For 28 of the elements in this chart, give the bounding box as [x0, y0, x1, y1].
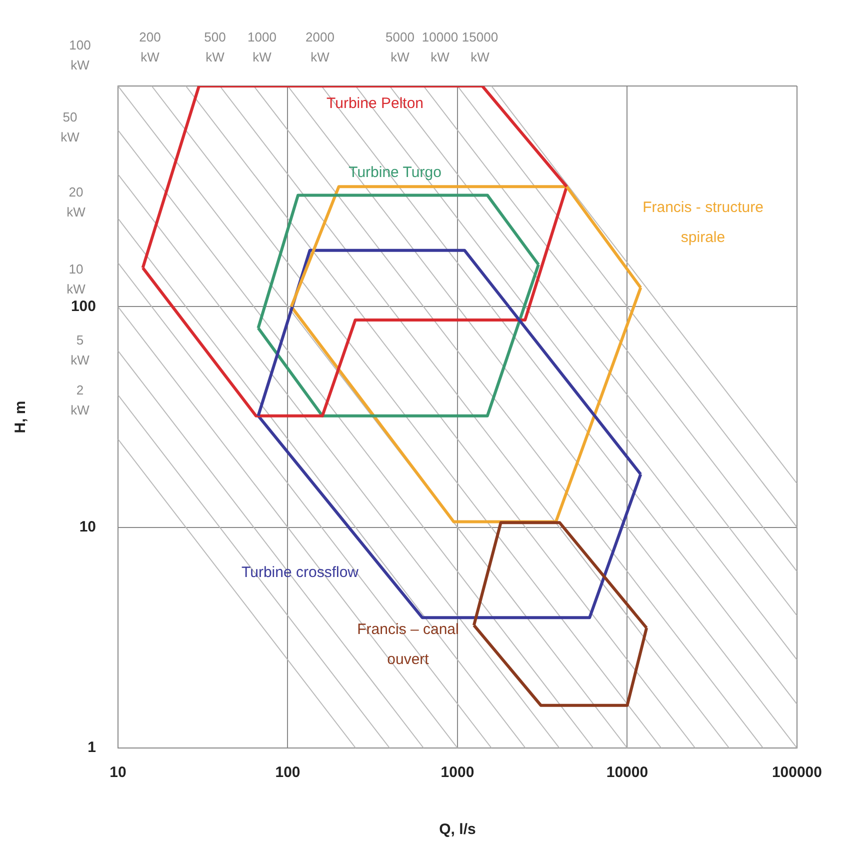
y-tick-label: 1	[88, 739, 96, 756]
x-axis-title: Q, l/s	[439, 821, 476, 838]
series-label: Turbine Turgo	[348, 164, 442, 182]
x-tick-label: 10	[110, 764, 126, 782]
text: 2000 kW	[306, 30, 334, 65]
text: 500 kW	[204, 30, 226, 65]
series-label: Turbine Pelton	[326, 95, 424, 112]
text: 10 kW	[66, 262, 86, 297]
x-tick-label: 10000	[606, 764, 648, 782]
text: 5000 kW	[386, 30, 414, 65]
text: 20 kW	[66, 184, 86, 220]
x-tick-label: 100	[275, 764, 300, 782]
x-tick-label: 1000	[440, 764, 474, 782]
text: 1000 kW	[248, 30, 276, 65]
text: 5 kW	[70, 332, 90, 368]
y-tick-label: 10	[79, 518, 96, 536]
x-tick-label: 100000	[772, 764, 822, 782]
text: 10000 kW	[422, 30, 458, 65]
y-axis-title: H, m	[12, 400, 30, 434]
text: 100 kW	[69, 38, 91, 73]
text: 15000 kW	[462, 30, 498, 65]
series-label: Francis – canal ouvert	[357, 621, 459, 668]
y-tick-label: 100	[70, 298, 96, 315]
series-label: Francis - structure spirale	[642, 199, 764, 246]
text: 50 kW	[60, 110, 80, 145]
text: Turbine crossflow	[242, 564, 359, 582]
text: 2 kW	[70, 382, 90, 418]
text: 200 kW	[139, 30, 161, 65]
